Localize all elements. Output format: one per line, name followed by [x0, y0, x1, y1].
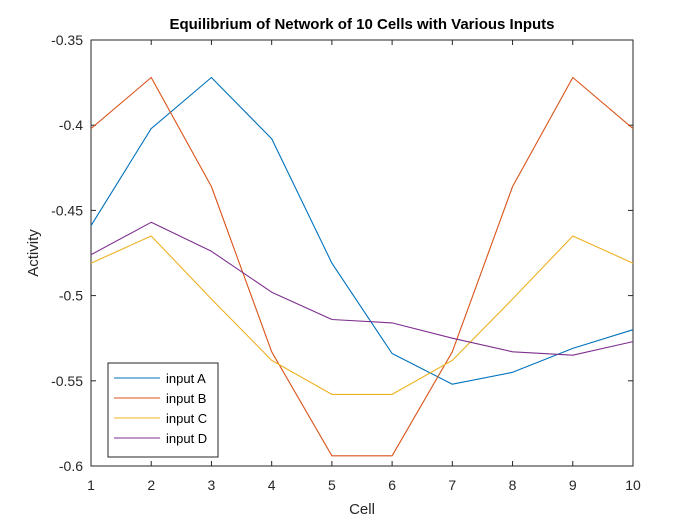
series-line-input-a	[90, 76, 634, 385]
series-line-input-c	[90, 235, 634, 395]
legend-box	[107, 362, 219, 458]
x-tick-label: 1	[87, 477, 95, 493]
y-tick-label: -0.45	[51, 202, 83, 218]
series-line-input-d	[90, 221, 634, 356]
x-tick-label: 5	[328, 477, 336, 493]
y-tick-label: -0.55	[51, 373, 83, 389]
series-line-input-b	[90, 76, 634, 457]
y-tick-label: -0.35	[51, 32, 83, 48]
x-tick-label: 4	[268, 477, 276, 493]
y-tick-label: -0.6	[59, 458, 83, 474]
legend-label-input-a: input A	[166, 371, 206, 386]
chart-title: Equilibrium of Network of 10 Cells with …	[169, 16, 554, 33]
x-tick-label: 6	[388, 477, 396, 493]
x-tick-label: 3	[208, 477, 216, 493]
legend-label-input-b: input B	[166, 391, 206, 406]
x-axis-label: Cell	[349, 501, 375, 518]
x-tick-label: 10	[625, 477, 641, 493]
x-tick-label: 8	[509, 477, 517, 493]
x-tick-label: 2	[147, 477, 155, 493]
y-axis-label: Activity	[25, 229, 42, 277]
legend: input A input B input C input D	[107, 362, 219, 458]
legend-label-input-c: input C	[166, 411, 207, 426]
x-tick-label: 9	[569, 477, 577, 493]
y-tick-label: -0.5	[59, 288, 83, 304]
legend-label-input-d: input D	[166, 431, 207, 446]
y-tick-label: -0.4	[59, 117, 83, 133]
x-tick-label: 7	[448, 477, 456, 493]
